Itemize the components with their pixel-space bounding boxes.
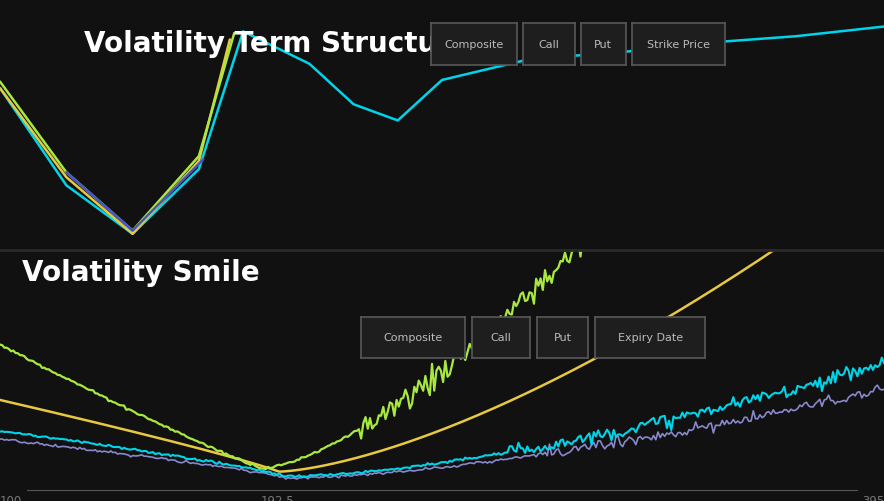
Text: 395: 395 [862,494,884,501]
Text: Composite: Composite [444,40,504,50]
Text: 100: 100 [0,494,22,501]
Text: Composite: Composite [383,333,443,343]
Text: Call: Call [491,333,512,343]
Text: Strike Price: Strike Price [647,40,710,50]
Text: Strike  Price: Strike Price [813,500,884,501]
Text: Volatility Smile: Volatility Smile [22,258,260,286]
Text: Put: Put [553,333,572,343]
Text: Put: Put [594,40,613,50]
Text: Call: Call [538,40,560,50]
Text: Expiry Date: Expiry Date [618,333,682,343]
Text: Volatility Term Structure: Volatility Term Structure [84,30,470,58]
Text: 192.5: 192.5 [261,494,294,501]
